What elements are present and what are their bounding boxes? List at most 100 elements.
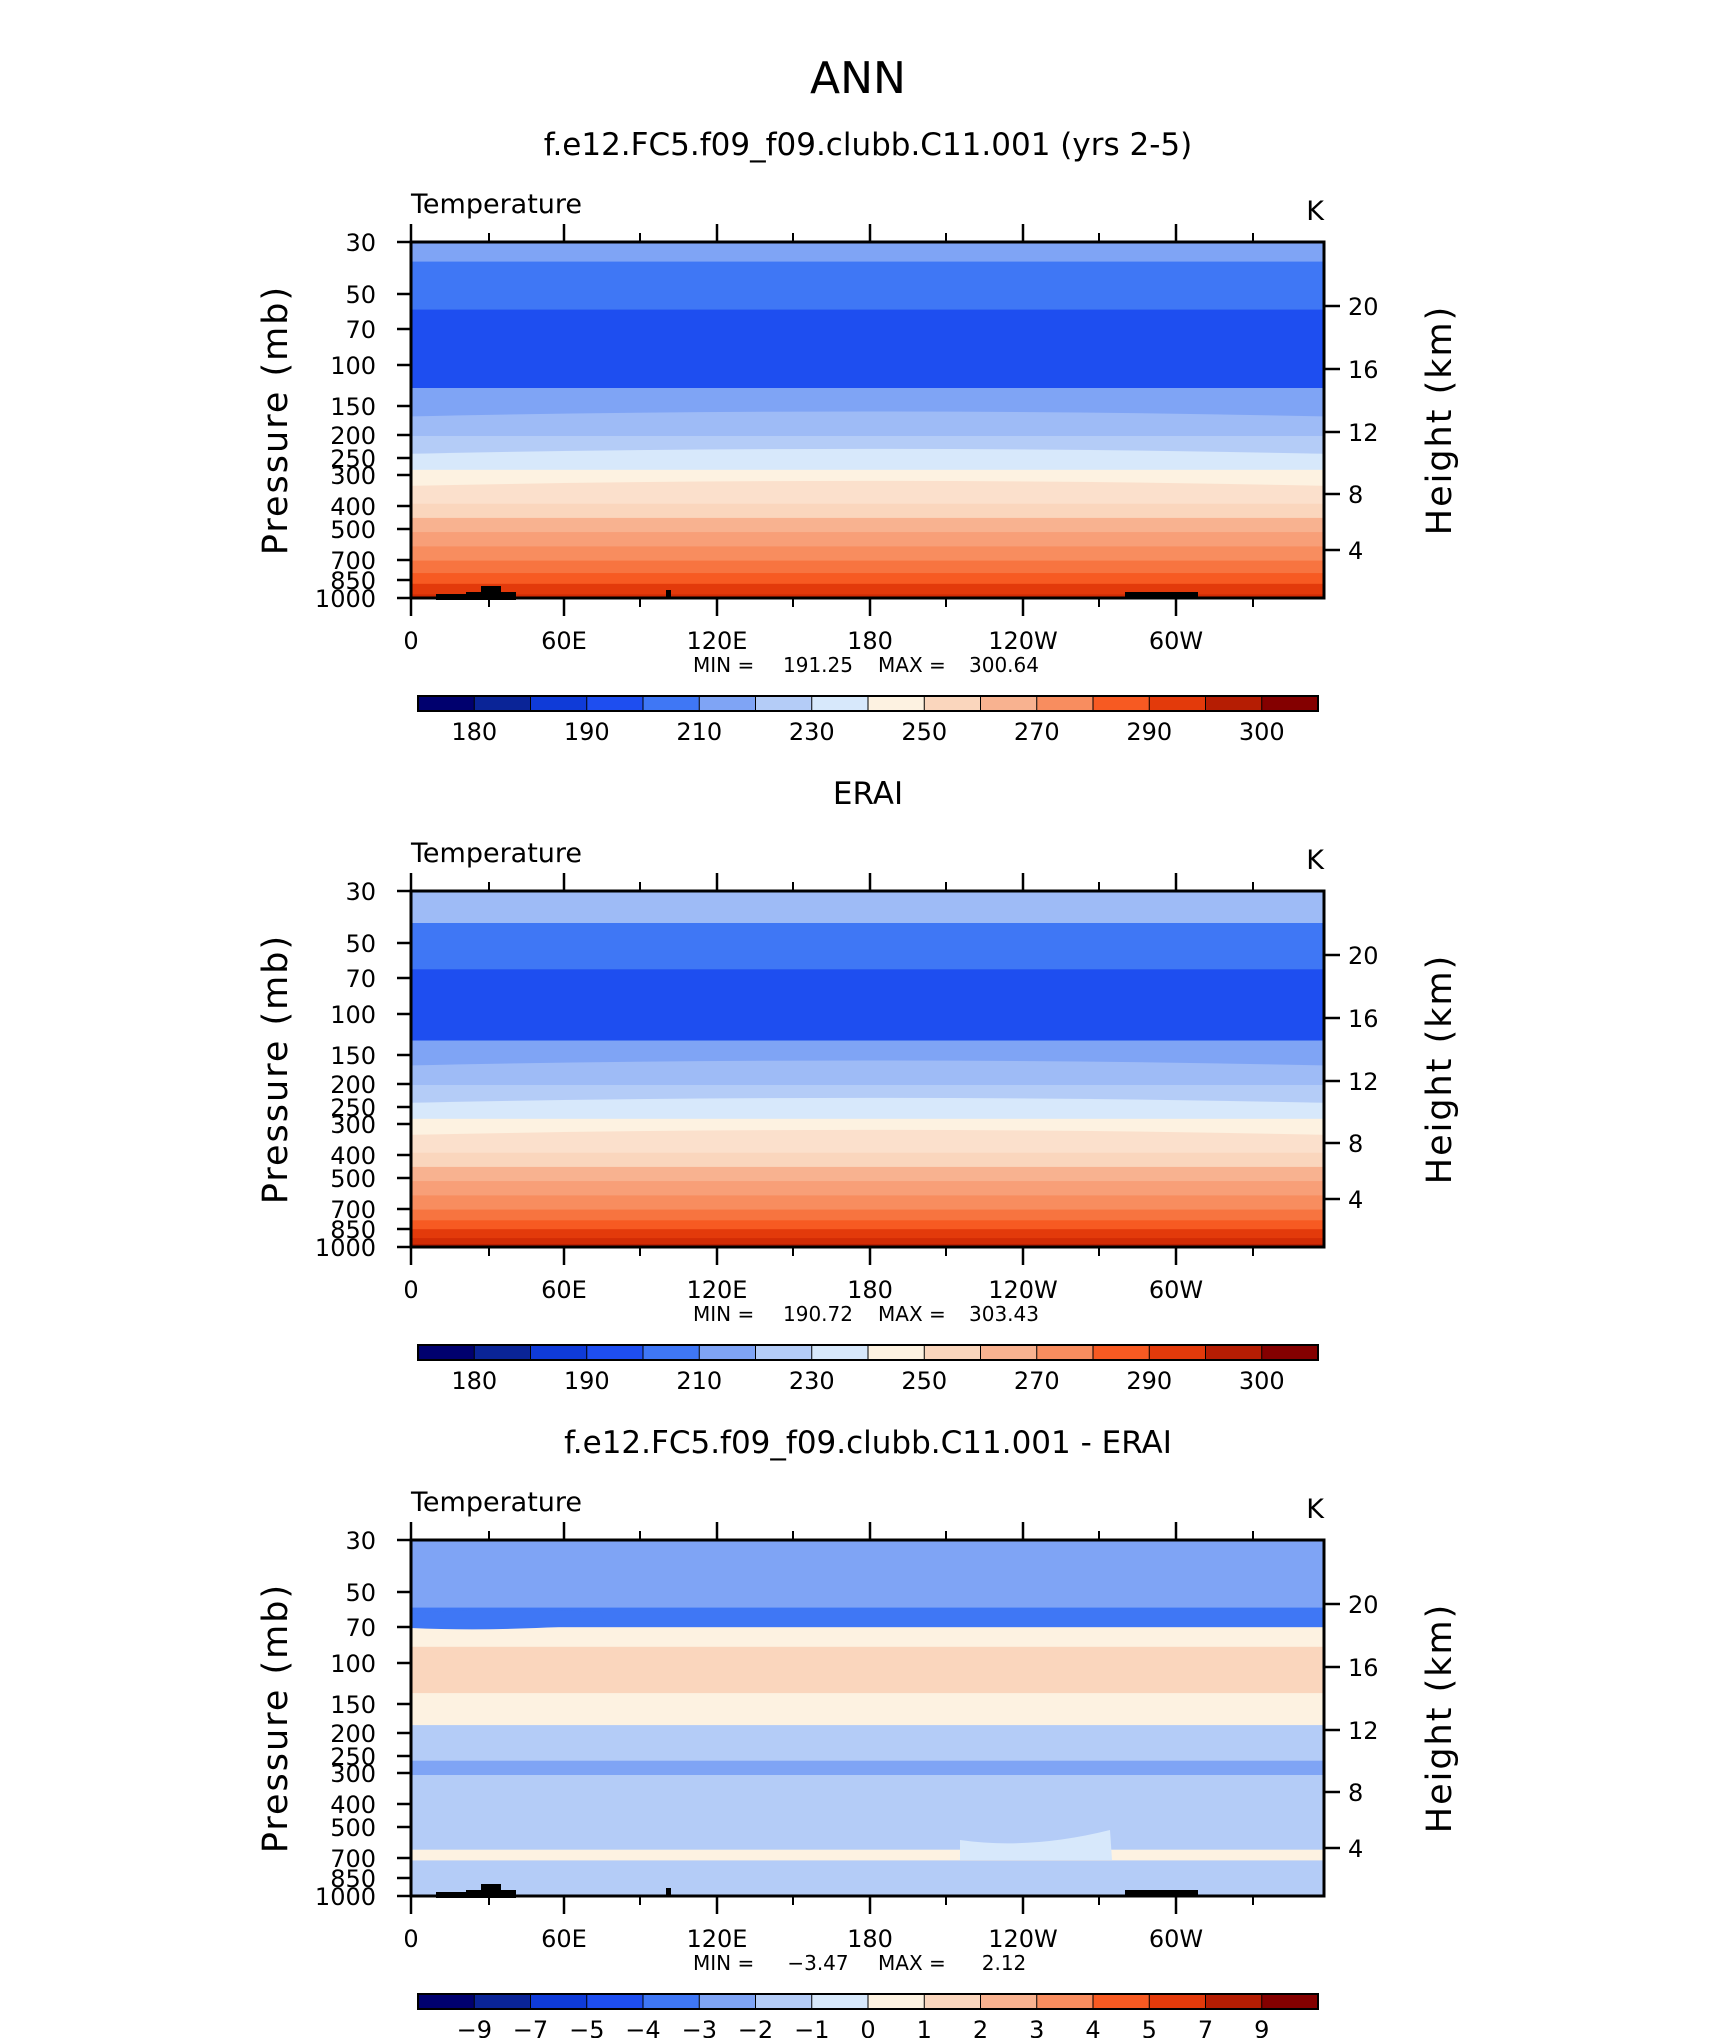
y-tick-label: 1000 (315, 1883, 376, 1911)
panel-title: f.e12.FC5.f09_f09.clubb.C11.001 - ERAI (564, 1425, 1172, 1461)
contour-band (411, 1195, 1324, 1211)
y-tick-label: 250 (330, 445, 376, 473)
colorbar-swatch (755, 695, 813, 712)
neutral-gap (960, 1830, 1112, 1860)
x-tick-label: 0 (403, 1276, 418, 1304)
plot-frame (409, 889, 1326, 1249)
y-tick-label: 300 (330, 1111, 376, 1139)
colorbar-label: 180 (451, 1367, 497, 1395)
contour-wave (411, 1129, 1324, 1138)
colorbar-label: 3 (1029, 2016, 1044, 2038)
x-tick-label: 60W (1149, 627, 1203, 655)
contour-band (411, 1646, 1324, 1694)
colorbar-swatch (417, 695, 476, 712)
contour-band (411, 517, 1324, 533)
colorbar-swatch (417, 1993, 476, 2010)
y-tick-label: 70 (345, 965, 376, 993)
colorbar-swatch (923, 1344, 982, 1361)
colorbar-swatch (473, 1993, 532, 2010)
y-tick-label: 850 (330, 1865, 376, 1893)
y-tick-label: 150 (330, 1042, 376, 1070)
colorbar-swatch (811, 695, 869, 712)
colorbar-label: −3 (682, 2016, 717, 2038)
colorbar-frame (417, 1344, 1319, 1361)
contour-field (411, 242, 1324, 598)
y-axis-title: Pressure (mb) (256, 1583, 296, 1853)
colorbar-swatch (1148, 695, 1207, 712)
x-tick-label: 120E (687, 627, 748, 655)
y-tick-label: 1000 (315, 585, 376, 613)
max-value: 303.43 (969, 1302, 1039, 1326)
colorbar-label: 300 (1239, 718, 1285, 746)
variable-label: Temperature (410, 1487, 582, 1518)
y-tick-label: 500 (330, 516, 376, 544)
colorbar-swatch (1261, 1344, 1319, 1361)
y2-tick-label: 12 (1348, 419, 1379, 447)
topography (666, 590, 671, 598)
supertitle: ANN (810, 53, 906, 104)
contour-band (411, 560, 1324, 574)
y-tick-label: 850 (330, 1216, 376, 1244)
contour-wave (411, 1097, 1324, 1106)
contour-band (411, 1540, 1324, 1609)
colorbar-swatch (473, 1344, 532, 1361)
colorbar-swatch (923, 1993, 982, 2010)
y2-tick-label: 4 (1348, 537, 1363, 565)
y-tick-label: 200 (330, 1720, 376, 1748)
contour-band (411, 309, 1324, 389)
cold-anomaly (411, 1609, 606, 1630)
y-tick-label: 50 (345, 281, 376, 309)
contour-band (411, 532, 1324, 547)
colorbar-swatch (867, 1344, 926, 1361)
y-tick-label: 250 (330, 1094, 376, 1122)
y-tick-label: 30 (345, 1527, 376, 1555)
colorbar-label: 7 (1198, 2016, 1213, 2038)
colorbar-swatch (1261, 1993, 1319, 2010)
colorbar-swatch (530, 695, 588, 712)
colorbar-label: 0 (860, 2016, 875, 2038)
units-label: K (1306, 1494, 1325, 1525)
contour-band (411, 1760, 1324, 1776)
contour-band (411, 546, 1324, 562)
min-label: MIN = (693, 1302, 754, 1326)
min-label: MIN = (693, 1951, 754, 1975)
x-tick-label: 0 (403, 627, 418, 655)
x-tick-label: 120W (988, 627, 1058, 655)
min-label: MIN = (693, 653, 754, 677)
colorbar-swatch (1092, 695, 1151, 712)
y2-tick-label: 4 (1348, 1186, 1363, 1214)
colorbar-frame (417, 695, 1319, 712)
y-tick-label: 200 (330, 422, 376, 450)
colorbar-label: 250 (901, 718, 947, 746)
cool-anomaly (1120, 1729, 1195, 1740)
colorbar-swatch (1205, 695, 1263, 712)
x-tick-label: 60W (1149, 1276, 1203, 1304)
contour-band (411, 1102, 1324, 1120)
panel-2: ERAI Temperature K 0 60E 120E 180 120W 60W 30 50 70… (256, 776, 1460, 1395)
y2-tick-label: 20 (1348, 1591, 1379, 1619)
y-tick-label: 300 (330, 462, 376, 490)
y-tick-label: 700 (330, 1196, 376, 1224)
contour-band (411, 573, 1324, 585)
y-tick-label: 100 (330, 1001, 376, 1029)
variable-label: Temperature (410, 189, 582, 220)
contour-band (411, 583, 1324, 596)
y-tick-label: 50 (345, 1579, 376, 1607)
contour-field (411, 891, 1324, 1247)
y-tick-label: 300 (330, 1760, 376, 1788)
colorbar-label: −9 (457, 2016, 492, 2038)
y2-tick-label: 16 (1348, 356, 1379, 384)
x-tick-label: 180 (847, 1276, 893, 1304)
y-tick-label: 150 (330, 393, 376, 421)
contour-band (411, 1238, 1324, 1245)
colorbar-label: 1 (917, 2016, 932, 2038)
topography (666, 1888, 671, 1896)
contour-band (411, 1065, 1324, 1086)
colorbar-label: 300 (1239, 1367, 1285, 1395)
warm-anomaly (430, 1648, 560, 1661)
colorbar-label: −7 (513, 2016, 548, 2038)
contour-band (411, 1166, 1324, 1182)
colorbar-swatch (980, 1993, 1038, 2010)
colorbar-swatch (586, 1344, 644, 1361)
